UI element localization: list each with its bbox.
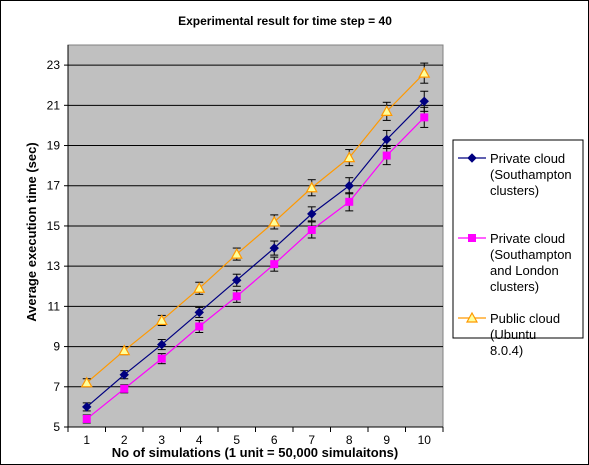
x-tick-label: 2 — [121, 433, 128, 447]
y-tick-label: 17 — [47, 179, 61, 193]
y-tick-label: 15 — [47, 219, 61, 233]
x-tick-label: 6 — [271, 433, 278, 447]
data-point — [193, 282, 206, 293]
data-point — [195, 322, 204, 331]
data-point — [232, 292, 241, 301]
series-2 — [82, 106, 429, 424]
x-tick-label: 9 — [383, 433, 390, 447]
y-tick-label: 23 — [47, 58, 61, 72]
y-tick-label: 13 — [47, 259, 61, 273]
x-tick-label: 5 — [233, 433, 240, 447]
data-point — [80, 376, 93, 388]
data-point — [268, 215, 281, 227]
legend: Private cloud(Southamptonclusters)Privat… — [458, 151, 572, 358]
data-point — [345, 197, 354, 206]
series-line — [86, 100, 425, 408]
series-layer — [80, 62, 431, 424]
legend-marker — [467, 153, 477, 163]
legend-label: Public cloud — [490, 311, 560, 326]
data-point — [194, 307, 204, 318]
data-point — [232, 275, 242, 285]
data-point — [418, 66, 431, 78]
data-point — [343, 151, 356, 163]
legend-label: (Southampton — [490, 167, 572, 182]
data-point — [230, 247, 243, 259]
y-tick-label: 19 — [47, 139, 61, 153]
data-point — [157, 354, 166, 363]
data-point — [269, 243, 279, 253]
data-point — [305, 181, 318, 193]
legend-label: Private cloud — [490, 231, 565, 246]
data-point — [420, 113, 429, 122]
legend-label: clusters) — [490, 279, 539, 294]
legend-marker — [468, 234, 476, 242]
gridlines — [68, 64, 443, 388]
plot-area — [67, 44, 444, 428]
legend-label: (Southampton — [490, 247, 572, 262]
legend-marker — [465, 311, 479, 323]
data-point — [307, 225, 316, 234]
y-tick-label: 5 — [53, 420, 60, 434]
data-point — [380, 105, 393, 116]
chart-title: Experimental result for time step = 40 — [178, 14, 392, 28]
series-line — [86, 72, 425, 384]
data-point — [419, 96, 429, 107]
series-line — [86, 116, 425, 420]
legend-label: Private cloud — [490, 151, 565, 166]
data-point — [382, 134, 392, 145]
y-tick-label: 9 — [53, 340, 60, 354]
x-tick-label: 7 — [308, 433, 315, 447]
y-tick-label: 11 — [48, 299, 61, 313]
series-1 — [82, 90, 429, 412]
data-point — [344, 181, 354, 191]
data-point — [82, 414, 91, 423]
x-tick-label: 1 — [83, 433, 90, 447]
legend-label: 8.0.4) — [490, 343, 523, 358]
legend-label: and London — [490, 263, 559, 278]
legend-label: (Ubuntu — [490, 327, 536, 342]
y-tick-label: 21 — [47, 98, 61, 112]
x-axis-label: No of simulations (1 unit = 50,000 simul… — [112, 445, 398, 460]
data-point — [119, 370, 129, 380]
x-tick-label: 3 — [158, 433, 165, 447]
x-tick-label: 8 — [346, 433, 353, 447]
data-point — [118, 344, 131, 356]
x-tick-label: 4 — [196, 433, 203, 447]
y-tick-label: 7 — [53, 380, 60, 394]
x-tick-label: 10 — [418, 433, 432, 447]
data-point — [120, 384, 129, 393]
data-point — [382, 151, 391, 160]
data-point — [270, 260, 279, 269]
series-3 — [80, 62, 431, 388]
y-axis-label: Average execution time (sec) — [24, 142, 39, 321]
data-point — [82, 402, 92, 412]
data-point — [307, 209, 317, 219]
legend-label: clusters) — [490, 183, 539, 198]
data-point — [157, 339, 167, 350]
data-point — [155, 314, 168, 326]
